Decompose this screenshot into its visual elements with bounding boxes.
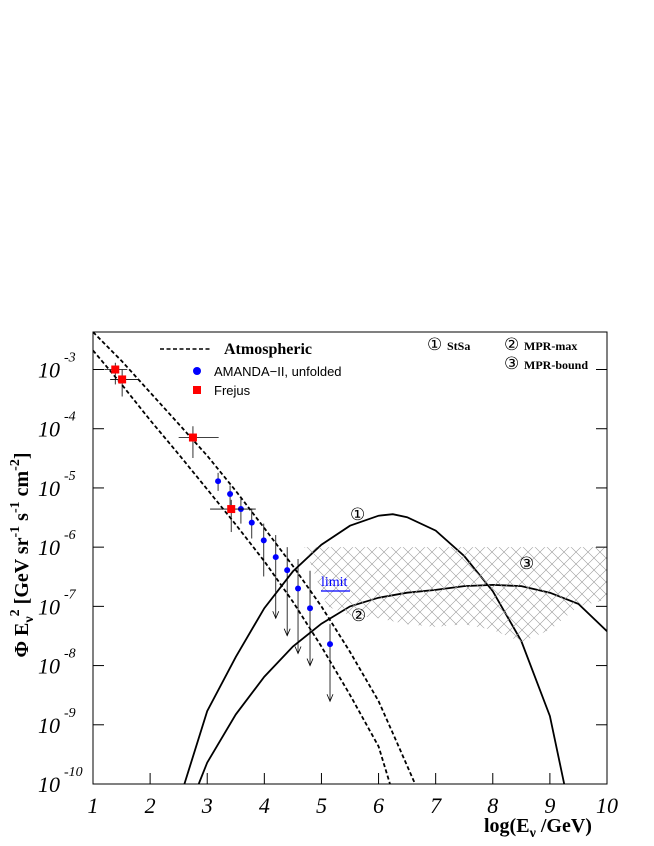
y-tick-label: 10 [38, 358, 60, 383]
x-tick-label: 8 [487, 793, 498, 818]
y-tick-exponent: -8 [64, 647, 76, 662]
point [295, 585, 302, 592]
y-tick-label: 10 [38, 772, 60, 797]
point [118, 375, 127, 384]
x-axis-label: log(Eν /GeV) [484, 815, 592, 841]
x-tick-label: 2 [145, 793, 156, 818]
y-tick-exponent: -5 [64, 469, 76, 484]
plot-frame [92, 331, 608, 785]
y-tick-label: 10 [38, 417, 60, 442]
curve-marker: ① [350, 505, 365, 524]
legend-label: MPR-max [524, 339, 577, 353]
y-tick-label: 10 [38, 654, 60, 679]
curve-marker: ② [351, 606, 366, 625]
x-tick-label: 10 [596, 793, 618, 818]
limit-arrow [294, 646, 302, 655]
point [284, 567, 291, 574]
x-tick-label: 5 [316, 793, 327, 818]
limit-arrow [272, 611, 280, 620]
point [188, 433, 197, 442]
y-tick-exponent: -3 [64, 351, 76, 366]
point [307, 605, 314, 612]
y-tick-exponent: -9 [64, 706, 76, 721]
y-tick-exponent: -10 [64, 765, 83, 780]
y-tick-exponent: -7 [64, 587, 77, 602]
x-tick-label: 1 [88, 793, 99, 818]
x-tick-label: 3 [201, 793, 213, 818]
band [304, 547, 607, 642]
y-tick-label: 10 [38, 476, 60, 501]
curve [93, 332, 416, 784]
legend-swatch [193, 367, 201, 375]
legend-marker: ③ [504, 354, 519, 373]
point [227, 490, 234, 497]
y-tick-exponent: -6 [64, 528, 76, 543]
legend-label: AMANDA−II, unfolded [214, 364, 342, 379]
limit-arrow [306, 658, 314, 667]
x-tick-label: 7 [430, 793, 442, 818]
legend-swatch [193, 386, 201, 394]
limit-arrow [326, 694, 334, 703]
point [111, 365, 120, 374]
limit-arrow [283, 628, 291, 637]
point [248, 519, 255, 526]
legend-marker: ① [427, 335, 442, 354]
y-tick-label: 10 [38, 594, 60, 619]
annotation: limit [321, 575, 348, 590]
x-tick-label: 9 [544, 793, 555, 818]
point [227, 505, 236, 514]
point [215, 478, 222, 485]
y-tick-exponent: -4 [64, 410, 76, 425]
point [327, 641, 334, 648]
y-axis-label: Φ Eν2 [GeV sr-1 s-1 cm-2] [8, 452, 37, 657]
legend-marker: ② [504, 335, 519, 354]
x-tick-label: 6 [373, 793, 384, 818]
curve [93, 349, 391, 784]
x-tick-label: 4 [259, 793, 270, 818]
curve-marker: ③ [519, 554, 534, 573]
y-tick-label: 10 [38, 713, 60, 738]
legend-label: Frejus [214, 383, 251, 398]
y-tick-label: 10 [38, 535, 60, 560]
legend-label: StSa [447, 339, 470, 353]
point [272, 554, 279, 561]
legend-label: Atmospheric [224, 341, 312, 358]
legend-label: MPR-bound [524, 358, 588, 372]
point [260, 537, 267, 544]
